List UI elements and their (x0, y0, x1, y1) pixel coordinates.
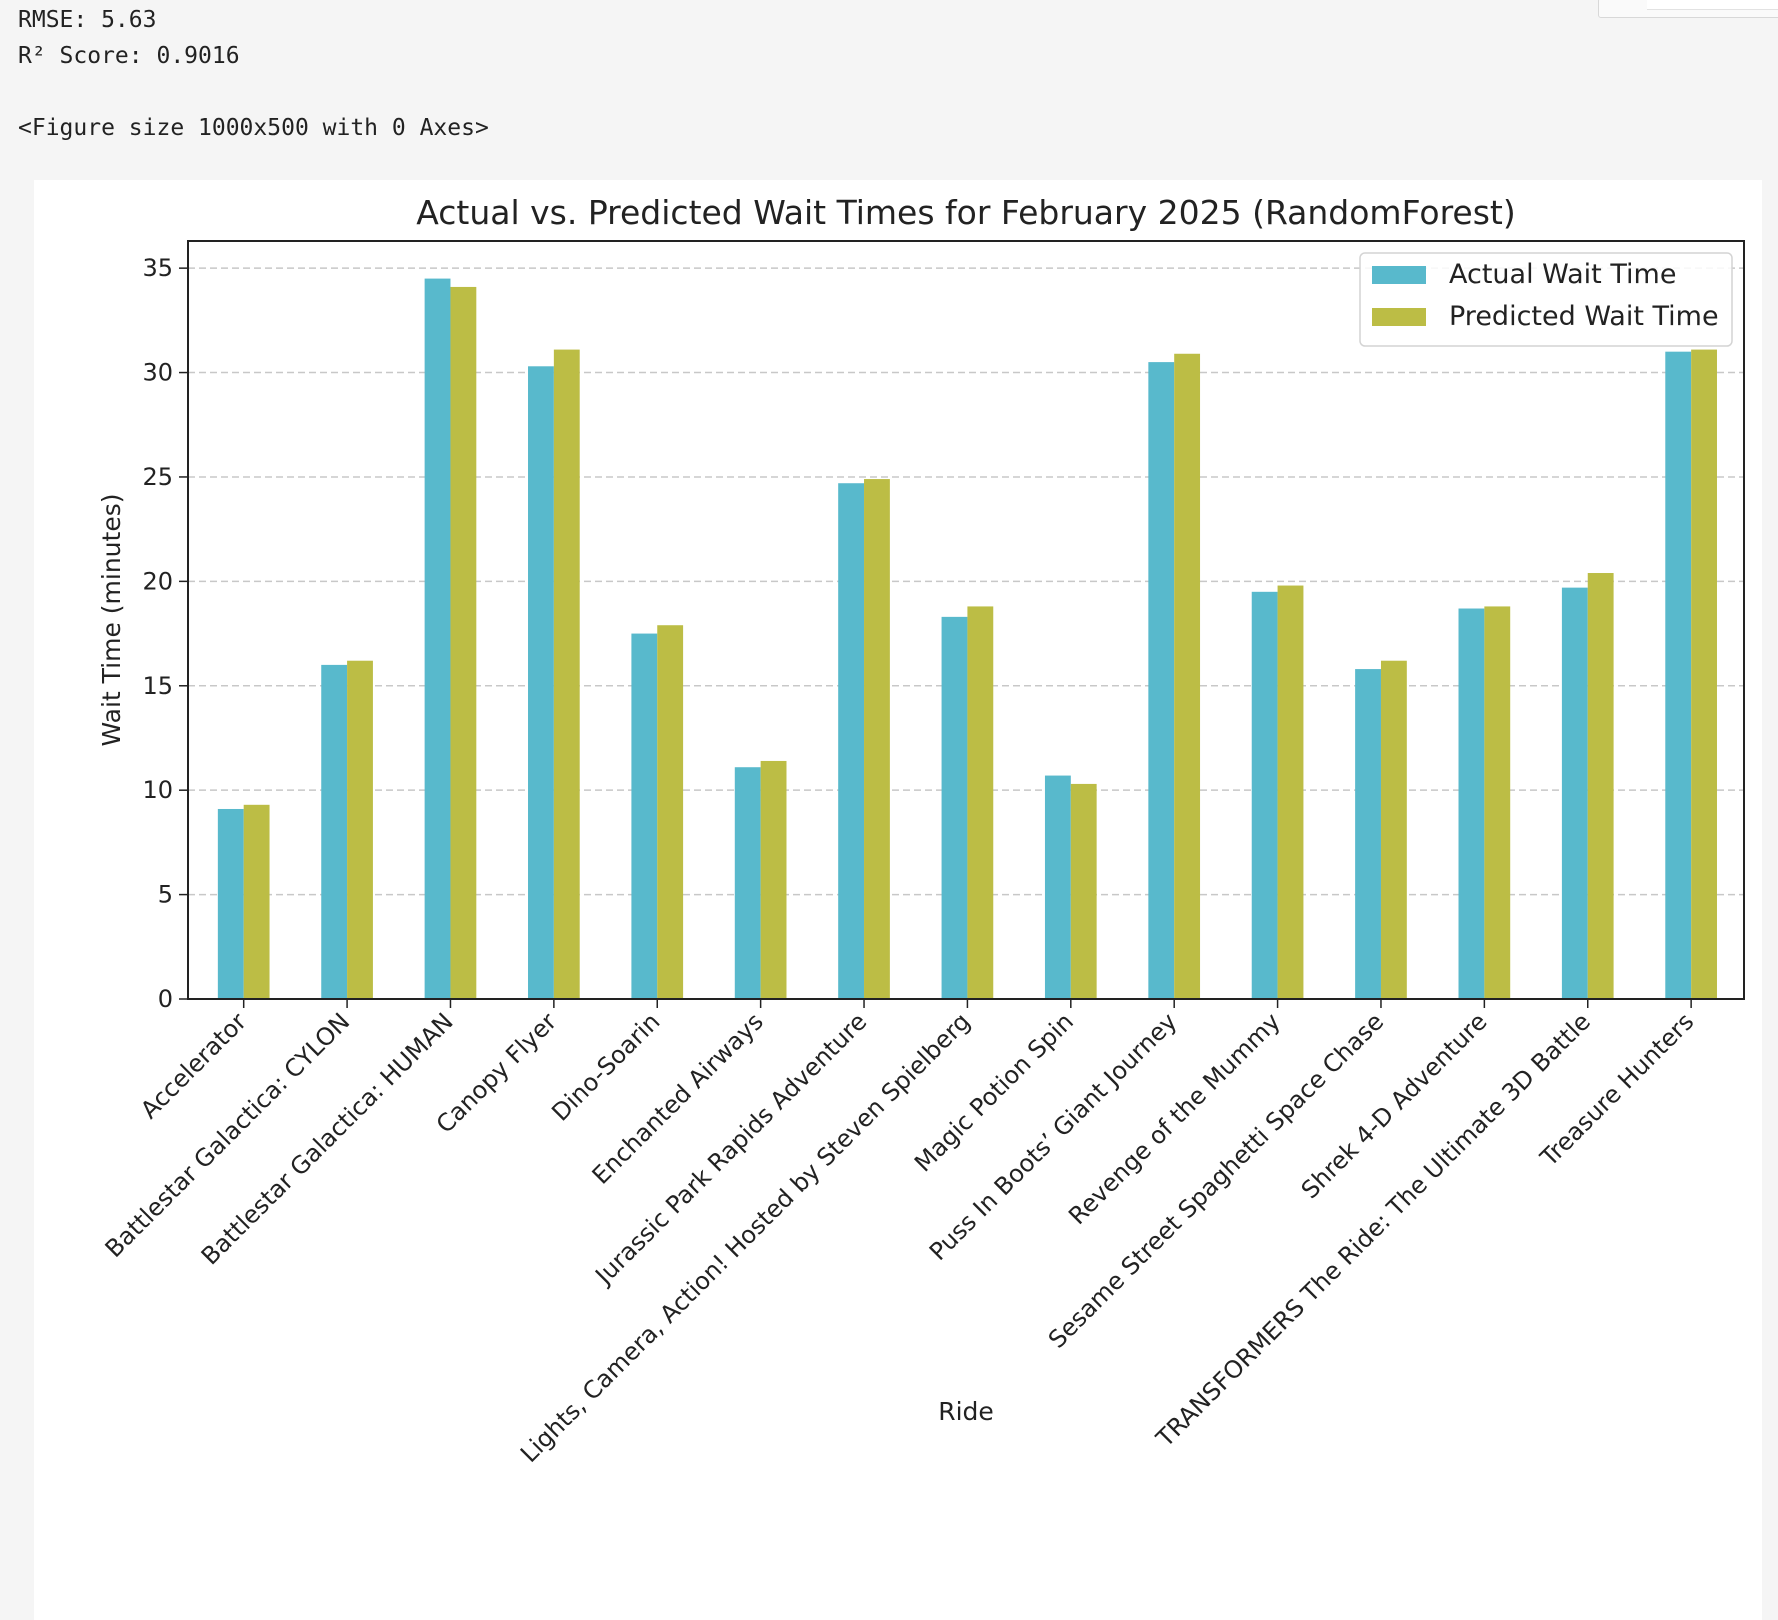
y-tick-label: 35 (142, 254, 173, 282)
x-axis-label: Ride (938, 1397, 994, 1426)
blank-line (18, 74, 489, 110)
bar-predicted (1691, 349, 1717, 1000)
bar-actual (631, 633, 658, 999)
bar-predicted (1174, 353, 1201, 999)
bar-actual (1251, 591, 1278, 999)
figure-output: 0 5 10 15 20 25 30 35 Accelerator Battlestar Gal… (34, 180, 1762, 1620)
chart-title: Actual vs. Predicted Wait Times for Febr… (416, 193, 1515, 232)
legend-swatch (1372, 266, 1426, 284)
legend-label: Predicted Wait Time (1449, 301, 1719, 332)
plot-frame (187, 240, 1745, 1000)
bar-actual (838, 483, 865, 999)
cell-output-text: RMSE: 5.63 R² Score: 0.9016 <Figure size 1… (18, 2, 489, 146)
bar-actual (528, 366, 554, 999)
y-tick-label: 25 (142, 463, 173, 491)
y-tick-label: 15 (142, 672, 173, 700)
bar-actual (941, 616, 968, 999)
legend: Actual Wait Time Predicted Wait Time (1359, 252, 1733, 347)
x-tick-label: Enchanted Airways (587, 1007, 769, 1189)
bar-predicted (760, 760, 787, 999)
y-axis-label: Wait Time (minutes) (97, 494, 126, 747)
bar-predicted (967, 606, 994, 999)
bar-predicted (864, 479, 890, 1000)
bar-predicted (243, 804, 270, 999)
bar-actual (1458, 608, 1485, 999)
bar-predicted (553, 349, 580, 1000)
bar-predicted (1484, 606, 1511, 999)
figure-size-line: <Figure size 1000x500 with 0 Axes> (18, 115, 489, 141)
bar-actual (1148, 362, 1175, 1000)
bar-predicted (1277, 585, 1304, 999)
legend-box (1359, 252, 1733, 347)
bar-predicted (1587, 573, 1614, 999)
y-tick-label: 10 (142, 776, 173, 804)
legend-swatch (1372, 308, 1426, 326)
bar-predicted (450, 286, 477, 999)
bar-actual (424, 278, 451, 999)
x-tick-label: Shrek 4-D Adventure (1296, 1007, 1493, 1204)
bar-actual (734, 767, 761, 999)
scrollbar-fragment (1598, 0, 1778, 18)
rmse-line: RMSE: 5.63 (18, 7, 157, 33)
bar-actual (1561, 587, 1588, 999)
bar-actual (1044, 775, 1071, 999)
bar-actual (217, 808, 244, 999)
bar-actual (321, 664, 348, 999)
bar-predicted (347, 660, 373, 999)
bar-predicted (1380, 660, 1407, 999)
y-axis-ticks: 0 5 10 15 20 25 30 35 (142, 254, 188, 1013)
bar-actual (1665, 351, 1692, 999)
x-tick-label: Accelerator (135, 1007, 252, 1124)
y-tick-label: 30 (142, 359, 173, 387)
x-tick-label: Revenge of the Mummy (1063, 1007, 1286, 1230)
y-tick-label: 20 (142, 567, 173, 595)
legend-label: Actual Wait Time (1449, 259, 1676, 290)
r2-score-line: R² Score: 0.9016 (18, 43, 240, 69)
bar-predicted (1070, 783, 1097, 999)
y-tick-label: 5 (158, 881, 173, 909)
y-tick-label: 0 (158, 985, 173, 1013)
bars (217, 278, 1717, 1000)
bar-actual (1355, 669, 1381, 999)
bar-predicted (657, 625, 684, 999)
